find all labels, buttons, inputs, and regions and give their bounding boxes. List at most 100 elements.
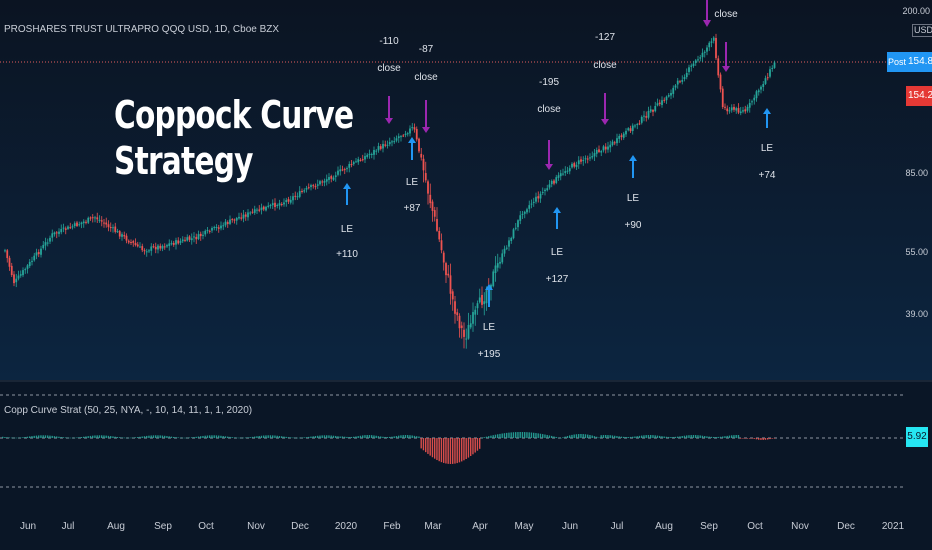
histogram-bar xyxy=(737,435,740,438)
time-axis-label: Nov xyxy=(791,521,809,532)
histogram-bar xyxy=(137,437,139,438)
histogram-bar xyxy=(454,438,456,464)
candle-body xyxy=(652,110,654,112)
candle-body xyxy=(445,263,447,276)
histogram-bar xyxy=(539,433,542,438)
candle-body xyxy=(305,187,308,190)
histogram-bar xyxy=(62,437,65,438)
candle-body xyxy=(512,229,515,239)
histogram-bar xyxy=(521,432,524,438)
candle-body xyxy=(6,250,9,259)
candle-body xyxy=(103,222,105,224)
histogram-bar xyxy=(107,435,110,438)
candle-body xyxy=(559,173,562,177)
currency-label[interactable]: USD xyxy=(912,24,932,37)
candle-body xyxy=(553,180,555,184)
histogram-bar xyxy=(233,437,236,438)
candle-body xyxy=(188,236,191,240)
candle-body xyxy=(739,111,742,114)
entry-arrow-head xyxy=(763,108,771,114)
candle-body xyxy=(166,245,168,247)
histogram-bar xyxy=(350,436,353,438)
histogram-bar xyxy=(40,435,42,438)
histogram-bar xyxy=(168,436,170,438)
candle-body xyxy=(229,219,231,224)
indicator-title[interactable]: Copp Curve Strat (50, 25, NYA, -, 10, 14… xyxy=(4,405,253,416)
histogram-bar xyxy=(283,436,285,438)
candle-body xyxy=(699,57,702,59)
candle-body xyxy=(168,243,171,246)
candle-body xyxy=(73,223,76,227)
candle-body xyxy=(544,189,546,192)
exit-arrow-head xyxy=(385,118,393,124)
histogram-bar xyxy=(404,435,407,438)
candle-body xyxy=(438,230,441,240)
histogram-bar xyxy=(265,435,267,438)
histogram-bar xyxy=(429,438,431,456)
candle-body xyxy=(638,123,641,125)
histogram-bar xyxy=(589,435,591,438)
candle-body xyxy=(631,125,634,132)
candle-body xyxy=(625,130,627,135)
histogram-bar xyxy=(551,435,553,438)
price-axis[interactable]: 200.00 85.00 55.00 39.00 xyxy=(902,6,930,319)
histogram-bar xyxy=(674,436,677,438)
candle-body xyxy=(591,156,594,158)
histogram-bar xyxy=(533,432,535,438)
candle-body xyxy=(694,60,697,63)
candle-body xyxy=(744,109,747,112)
histogram-bar xyxy=(287,437,290,438)
candle-body xyxy=(276,205,279,207)
candle-body xyxy=(105,222,108,225)
histogram-bar xyxy=(760,438,762,440)
histogram-bar xyxy=(492,435,494,438)
histogram-bar xyxy=(506,432,508,438)
histogram-bar xyxy=(218,435,220,438)
histogram-bar xyxy=(146,435,148,438)
candle-body xyxy=(420,153,423,158)
candle-body xyxy=(490,284,492,290)
candle-body xyxy=(584,158,587,160)
candle-body xyxy=(10,265,13,276)
candle-body xyxy=(519,215,522,221)
candle-body xyxy=(8,257,11,267)
candle-body xyxy=(724,106,726,108)
histogram-bar xyxy=(699,435,701,438)
candle-body xyxy=(80,222,83,225)
histogram-bar xyxy=(398,435,400,438)
time-axis[interactable]: Jun Jul Aug Sep Oct Nov Dec 2020 Feb Mar Apr May Jun… xyxy=(20,521,905,532)
histogram-bar xyxy=(393,436,395,438)
candle-body xyxy=(64,228,67,230)
histogram-bar xyxy=(148,435,150,438)
histogram-bar xyxy=(467,438,470,458)
histogram-bar xyxy=(564,436,566,438)
candle-body xyxy=(301,190,303,192)
histogram-bar xyxy=(623,436,625,438)
histogram-bar xyxy=(490,435,492,438)
price-tick-label: 85.00 xyxy=(905,168,928,178)
candle-body xyxy=(287,199,290,202)
candle-body xyxy=(175,240,177,245)
histogram-bar xyxy=(319,435,321,438)
histogram-bar xyxy=(150,435,152,438)
histogram-bar xyxy=(215,435,218,438)
candle-body xyxy=(94,217,96,219)
time-axis-label: Jul xyxy=(62,521,75,532)
trade-exit-label: close xyxy=(377,63,401,74)
histogram-bar xyxy=(204,435,206,438)
time-axis-label: Oct xyxy=(198,521,214,532)
candle-body xyxy=(13,274,15,284)
histogram-bar xyxy=(281,436,283,438)
candle-body xyxy=(449,275,452,294)
candle-body xyxy=(375,150,378,152)
candle-body xyxy=(186,237,189,241)
histogram-bar xyxy=(688,435,690,438)
candle-body xyxy=(368,153,371,155)
histogram-bar xyxy=(258,435,260,438)
candle-body xyxy=(67,226,69,229)
price-tick-label: 39.00 xyxy=(905,309,928,319)
candle-body xyxy=(530,203,533,205)
histogram-bar xyxy=(56,436,58,438)
histogram-bar xyxy=(497,434,499,438)
